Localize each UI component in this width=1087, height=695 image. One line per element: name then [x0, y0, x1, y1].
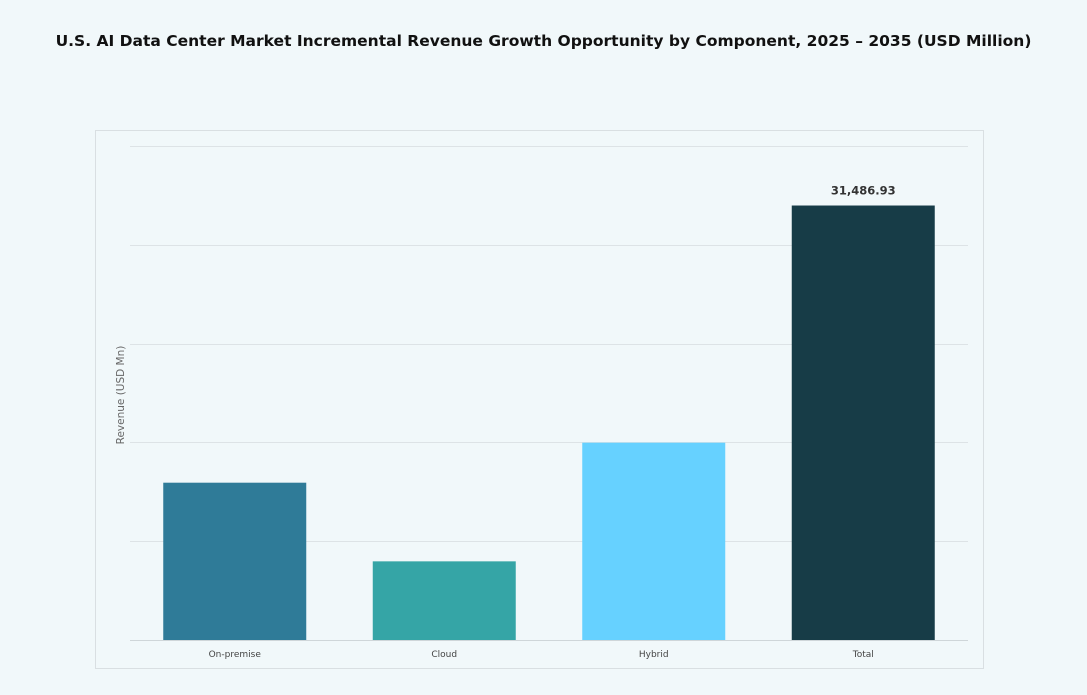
- chart-title: U.S. AI Data Center Market Incremental R…: [55, 32, 1032, 50]
- x-tick-label-hybrid: Hybrid: [639, 650, 669, 660]
- x-tick-label-on-premise: On-premise: [209, 650, 262, 660]
- bar-hybrid: [582, 442, 726, 640]
- bar-cloud: [372, 561, 516, 640]
- bar-on-premise: [163, 482, 307, 640]
- bar-total: [791, 205, 935, 640]
- x-tick-label-cloud: Cloud: [431, 650, 457, 660]
- x-tick-label-total: Total: [852, 650, 874, 660]
- data-label-total: 31,486.93: [831, 184, 896, 198]
